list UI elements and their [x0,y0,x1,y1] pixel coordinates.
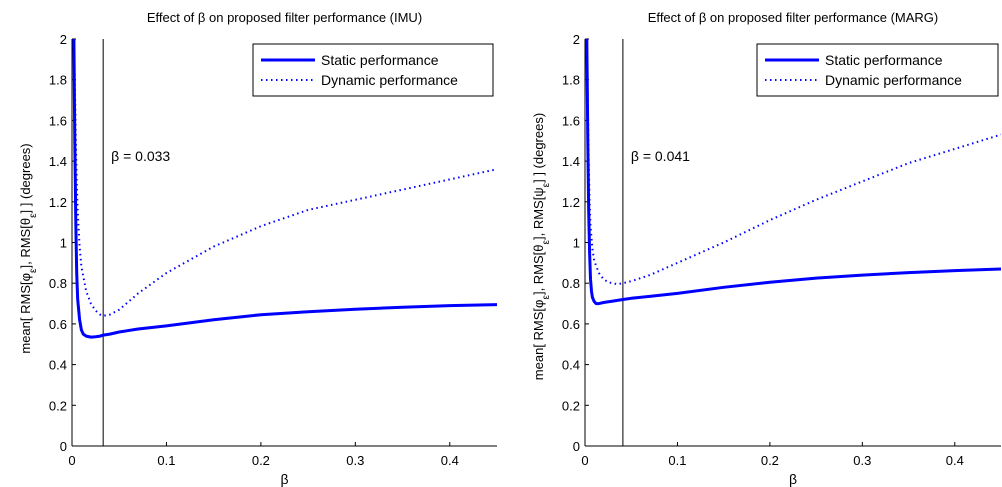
static-performance-line [585,39,1001,306]
y-tick-label: 1.8 [49,73,67,88]
y-label-subscript: ε [541,239,552,244]
y-label-subscript: ε [541,295,552,300]
y-label-symbol: ψ [531,187,546,196]
y-label-subscript: ε [28,268,39,273]
y-label-symbol: θ [531,244,546,251]
beta-annotation: β = 0.033 [111,148,170,164]
y-label-prefix: mean[ RMS[ [18,281,33,354]
y-tick-label: 1.6 [562,113,580,128]
chart-imu: Effect of β on proposed filter performan… [18,10,497,487]
y-tick-label: 1 [60,236,67,251]
legend-label: Dynamic performance [321,72,458,88]
y-tick-label: 2 [573,32,580,47]
y-tick-label: 0 [60,439,67,454]
beta-annotation: β = 0.041 [631,148,690,164]
x-tick-label: 0.1 [157,453,175,468]
y-axis-label: mean[ RMS[φε], RMS[θε], RMS[ψε] ] (degre… [531,113,552,380]
y-label-symbol: φ [18,273,33,281]
chart-title: Effect of β on proposed filter performan… [147,10,422,25]
y-label-suffix: ] ] (degrees) [531,113,546,183]
legend-label: Dynamic performance [825,72,962,88]
y-tick-label: 0.6 [562,317,580,332]
y-label-subscript: ε [541,182,552,187]
legend-box [252,43,494,97]
y-label-separator: ], RMS[ [531,196,546,240]
chart-marg: Effect of β on proposed filter performan… [531,10,1001,487]
y-tick-label: 1.4 [49,154,67,169]
y-tick-label: 0.8 [49,276,67,291]
y-tick-label: 0.4 [562,358,580,373]
static-performance-line [72,39,497,339]
legend-box [756,43,999,97]
y-tick-label: 0.6 [49,317,67,332]
y-tick-label: 0.2 [562,398,580,413]
legend-label: Static performance [321,52,439,68]
x-axis-label: β [789,471,797,487]
x-tick-label: 0.3 [853,453,871,468]
y-label-symbol: φ [531,300,546,308]
x-axis-label: β [280,471,288,487]
y-label-subscript: ε [28,213,39,218]
y-label-suffix: ] ] (degrees) [18,143,33,213]
x-tick-label: 0.1 [668,453,686,468]
y-tick-label: 0 [573,439,580,454]
chart-title: Effect of β on proposed filter performan… [648,10,938,25]
y-tick-label: 1 [573,236,580,251]
y-tick-label: 2 [60,32,67,47]
y-label-symbol: θ [18,218,33,225]
x-tick-label: 0.4 [441,453,459,468]
x-tick-label: 0.4 [946,453,964,468]
y-tick-label: 0.4 [49,358,67,373]
legend: Static performance Dynamic performance [756,43,999,97]
y-tick-label: 1.4 [562,154,580,169]
y-axis-label: mean[ RMS[φε], RMS[θε] ] (degrees) [18,143,39,353]
y-label-separator: ], RMS[ [531,251,546,295]
x-tick-label: 0 [68,453,75,468]
x-tick-label: 0.3 [346,453,364,468]
y-tick-label: 1.2 [49,195,67,210]
y-tick-label: 0.8 [562,276,580,291]
x-tick-label: 0 [581,453,588,468]
y-label-separator: ], RMS[ [18,225,33,269]
x-tick-label: 0.2 [252,453,270,468]
legend: Static performance Dynamic performance [252,43,494,97]
legend-label: Static performance [825,52,943,68]
y-label-prefix: mean[ RMS[ [531,308,546,381]
y-tick-label: 1.8 [562,73,580,88]
x-tick-label: 0.2 [761,453,779,468]
y-tick-label: 1.6 [49,113,67,128]
y-tick-label: 1.2 [562,195,580,210]
dynamic-performance-line [585,39,1001,286]
y-tick-label: 0.2 [49,398,67,413]
